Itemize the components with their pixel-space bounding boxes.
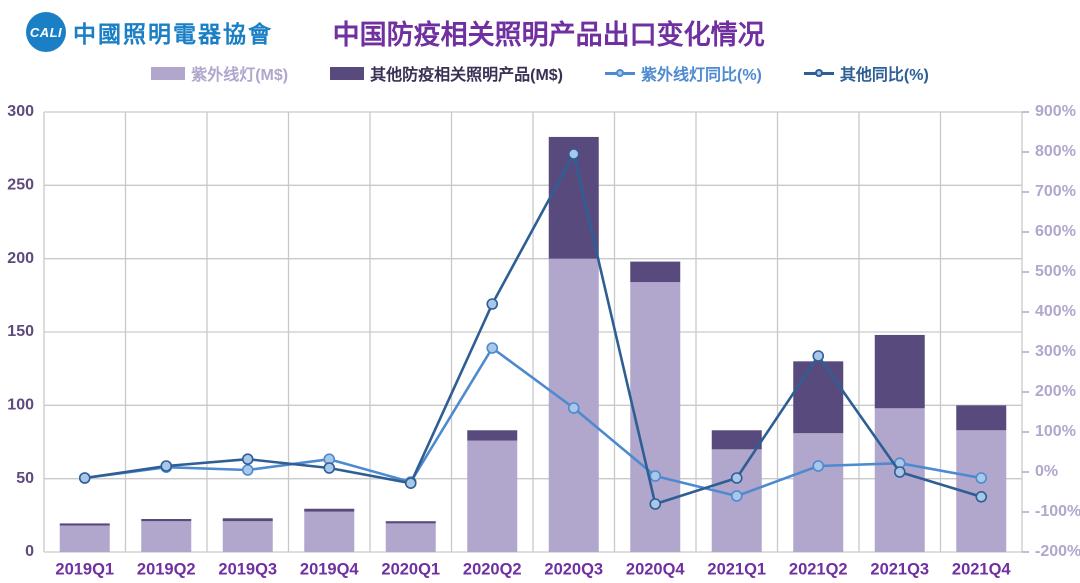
left-axis-tick-label: 50 bbox=[16, 470, 34, 487]
right-axis-tick-label: 600% bbox=[1035, 223, 1076, 240]
marker-other-yoy bbox=[404, 477, 417, 490]
legend-line-swatch-icon bbox=[605, 69, 635, 77]
marker-other-yoy bbox=[486, 298, 499, 310]
left-axis-tick-label: 100 bbox=[7, 397, 34, 414]
bar-segment-uv bbox=[385, 523, 436, 552]
x-axis-category-label: 2020Q1 bbox=[381, 560, 440, 578]
left-axis-tick-label: 200 bbox=[7, 250, 34, 267]
bar-segment-other bbox=[141, 519, 192, 522]
bar-segment-other bbox=[385, 521, 436, 524]
right-axis-tick-label: 200% bbox=[1035, 383, 1076, 400]
bar-segment-other bbox=[956, 405, 1007, 431]
bar-segment-uv bbox=[467, 440, 518, 552]
x-axis-category-label: 2021Q2 bbox=[789, 560, 848, 578]
bar-segment-other bbox=[467, 430, 518, 441]
x-axis-category-label: 2021Q3 bbox=[870, 560, 929, 578]
x-axis-category-label: 2019Q2 bbox=[137, 560, 196, 578]
marker-other-yoy bbox=[567, 148, 580, 160]
chart-legend: 紫外线灯(M$) 其他防疫相关照明产品(M$) 紫外线灯同比(%) 其他同比(%) bbox=[0, 61, 1080, 85]
marker-other-yoy bbox=[649, 498, 662, 510]
right-axis-tick-label: 500% bbox=[1035, 263, 1076, 280]
right-axis-tick-label: 400% bbox=[1035, 303, 1076, 320]
cali-logo-mark-text: CALI bbox=[29, 24, 63, 40]
left-axis-tick-label: 150 bbox=[7, 323, 34, 340]
cali-logo-org-name: 中國照明電器協會 bbox=[73, 21, 273, 47]
bar-segment-uv bbox=[141, 521, 192, 552]
marker-uv-yoy bbox=[812, 460, 825, 472]
x-axis-category-label: 2020Q2 bbox=[463, 560, 522, 578]
bar-segment-uv bbox=[874, 408, 925, 552]
bar-segment-other bbox=[59, 523, 110, 526]
x-axis-category-label: 2019Q3 bbox=[218, 560, 277, 578]
marker-other-yoy bbox=[78, 472, 91, 484]
marker-other-yoy bbox=[323, 462, 336, 474]
marker-uv-yoy bbox=[486, 342, 499, 354]
marker-uv-yoy bbox=[649, 470, 662, 482]
right-axis-tick-label: 900% bbox=[1035, 103, 1076, 120]
bar-segment-other bbox=[793, 361, 844, 434]
bar-segment-uv bbox=[59, 525, 110, 552]
marker-other-yoy bbox=[893, 466, 906, 478]
bar-segment-other bbox=[711, 430, 762, 450]
x-axis-category-label: 2019Q4 bbox=[300, 560, 360, 578]
marker-uv-yoy bbox=[567, 402, 580, 414]
left-axis-tick-label: 0 bbox=[25, 543, 34, 560]
cali-logo-mark: CALI bbox=[26, 12, 66, 52]
marker-other-yoy bbox=[730, 472, 743, 484]
x-axis-category-label: 2021Q4 bbox=[952, 560, 1012, 578]
bar-segment-other bbox=[222, 518, 273, 522]
left-axis-tick-label: 300 bbox=[7, 103, 34, 120]
bar-segment-uv bbox=[304, 511, 355, 552]
x-axis-category-label: 2021Q1 bbox=[707, 560, 766, 578]
legend-item-label: 其他同比(%) bbox=[839, 67, 929, 84]
legend-item-0: 紫外线灯(M$) bbox=[151, 61, 288, 85]
line-uv-yoy bbox=[84, 346, 982, 498]
legend-item-label: 其他防疫相关照明产品(M$) bbox=[370, 67, 563, 84]
legend-item-3: 其他同比(%) bbox=[803, 61, 929, 85]
right-axis-tick-label: 700% bbox=[1035, 183, 1076, 200]
legend-item-label: 紫外线灯(M$) bbox=[191, 67, 289, 84]
cali-logo: CALI 中國照明電器協會 bbox=[26, 12, 273, 52]
page-title: 中国防疫相关照明产品出口变化情况 bbox=[332, 20, 765, 50]
legend-bar-swatch-icon bbox=[330, 66, 365, 80]
bar-segment-uv bbox=[793, 433, 844, 552]
legend-item-2: 紫外线灯同比(%) bbox=[605, 61, 762, 85]
right-axis-tick-label: -100% bbox=[1035, 503, 1080, 520]
marker-other-yoy bbox=[160, 460, 173, 472]
right-axis-tick-label: -200% bbox=[1035, 543, 1080, 560]
marker-other-yoy bbox=[812, 350, 825, 362]
bar-segment-other bbox=[630, 261, 681, 283]
right-axis-tick-label: 300% bbox=[1035, 343, 1076, 360]
bar-segment-other bbox=[304, 508, 355, 512]
x-axis-category-label: 2020Q4 bbox=[626, 560, 686, 578]
bar-segment-uv bbox=[630, 282, 681, 552]
x-axis-category-label: 2020Q3 bbox=[544, 560, 603, 578]
right-axis-tick-label: 100% bbox=[1035, 423, 1076, 440]
right-axis-tick-label: 800% bbox=[1035, 143, 1076, 160]
legend-line-marker-icon bbox=[616, 69, 624, 77]
x-axis-category-label: 2019Q1 bbox=[55, 560, 114, 578]
legend-item-1: 其他防疫相关照明产品(M$) bbox=[330, 61, 563, 85]
legend-item-label: 紫外线灯同比(%) bbox=[641, 67, 762, 84]
bar-segment-other bbox=[874, 334, 925, 409]
legend-line-marker-icon bbox=[814, 69, 823, 77]
marker-uv-yoy bbox=[730, 490, 743, 502]
marker-other-yoy bbox=[241, 453, 254, 466]
legend-bar-swatch-icon bbox=[151, 66, 186, 80]
marker-other-yoy bbox=[975, 490, 988, 503]
legend-line-swatch-icon bbox=[803, 69, 834, 77]
bar-segment-uv bbox=[222, 521, 273, 552]
left-axis-tick-label: 250 bbox=[7, 177, 34, 194]
right-axis-tick-label: 0% bbox=[1035, 463, 1058, 480]
marker-uv-yoy bbox=[241, 464, 254, 476]
marker-uv-yoy bbox=[975, 472, 988, 484]
line-other-yoy bbox=[84, 152, 982, 506]
